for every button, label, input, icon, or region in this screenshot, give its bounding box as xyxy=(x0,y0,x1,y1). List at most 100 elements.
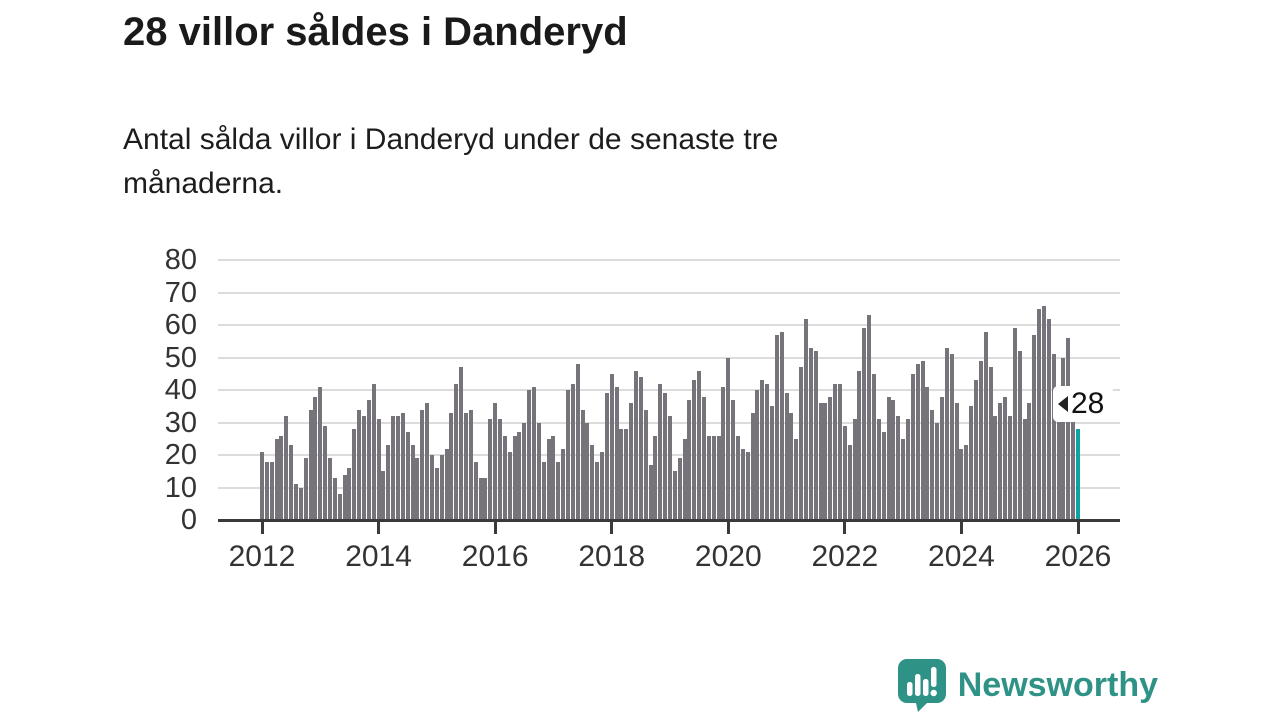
bar xyxy=(813,351,818,520)
bar xyxy=(1051,354,1056,520)
bar xyxy=(575,364,580,520)
bar xyxy=(944,347,949,520)
bar xyxy=(964,445,969,520)
bar xyxy=(386,445,391,520)
bar xyxy=(1022,419,1027,520)
bar xyxy=(347,468,352,520)
bar xyxy=(794,438,799,520)
bar xyxy=(318,386,323,520)
bar xyxy=(852,419,857,520)
bar xyxy=(303,458,308,520)
gridline xyxy=(218,324,1120,326)
bar xyxy=(784,393,789,520)
bar xyxy=(1037,308,1042,520)
bar xyxy=(1008,416,1012,520)
bar xyxy=(1066,338,1071,520)
bar xyxy=(502,435,507,520)
bar xyxy=(706,435,711,520)
bar xyxy=(619,429,624,520)
bar xyxy=(755,390,760,520)
bar xyxy=(294,484,298,520)
bar xyxy=(342,474,347,520)
y-axis-tick-label: 0 xyxy=(180,504,197,536)
bar xyxy=(702,396,706,520)
bar xyxy=(454,383,459,520)
bar xyxy=(891,399,896,520)
bar xyxy=(580,409,585,520)
bar xyxy=(818,403,823,520)
bar xyxy=(298,487,303,520)
bar xyxy=(896,416,901,520)
bar xyxy=(789,412,794,520)
bar xyxy=(808,347,813,520)
bar xyxy=(566,390,570,520)
bar xyxy=(740,448,745,520)
bar xyxy=(745,451,750,520)
bar xyxy=(410,445,415,520)
bar xyxy=(522,422,527,520)
gridline xyxy=(218,259,1120,261)
bar xyxy=(906,419,910,520)
bar xyxy=(323,425,328,520)
bar xyxy=(527,390,532,520)
x-axis-tick xyxy=(260,521,264,534)
chart-subtitle: Antal sålda villor i Danderyd under de s… xyxy=(123,123,779,200)
bar xyxy=(405,432,410,520)
bar xyxy=(828,396,833,520)
brand-name: Newsworthy xyxy=(957,666,1158,704)
x-axis-tick xyxy=(959,521,963,534)
bar xyxy=(532,386,536,520)
bar xyxy=(804,318,808,520)
bar xyxy=(842,425,847,520)
bar xyxy=(998,403,1003,520)
bar xyxy=(867,315,872,520)
bar xyxy=(1061,357,1066,520)
newsworthy-logo-icon xyxy=(897,659,946,712)
page-title: 28 villor såldes i Danderyd xyxy=(123,10,628,54)
bar xyxy=(672,471,677,520)
bar xyxy=(993,416,998,520)
bar xyxy=(498,419,502,520)
bar xyxy=(493,403,498,520)
bar xyxy=(988,367,993,520)
bar xyxy=(833,383,838,520)
x-axis-tick-label: 2020 xyxy=(694,540,762,573)
bar xyxy=(653,435,658,520)
y-axis-tick-label: 50 xyxy=(164,341,197,374)
bar xyxy=(1027,403,1032,520)
bar xyxy=(434,468,439,520)
bar xyxy=(770,406,774,520)
bar xyxy=(1056,386,1061,520)
y-axis-tick-label: 60 xyxy=(164,309,197,341)
bar xyxy=(366,399,371,520)
x-axis-tick-label: 2014 xyxy=(345,540,412,573)
bar xyxy=(595,461,600,520)
bar xyxy=(590,445,595,520)
bar xyxy=(959,448,964,520)
bar xyxy=(1017,351,1022,520)
bar xyxy=(381,471,386,520)
bar xyxy=(274,438,279,520)
bar xyxy=(876,419,881,520)
bar xyxy=(765,383,770,520)
bar xyxy=(556,461,561,520)
bar xyxy=(634,370,638,520)
bar xyxy=(697,370,702,520)
y-axis-tick-label: 80 xyxy=(164,244,197,276)
bar xyxy=(439,455,444,520)
bar xyxy=(711,435,716,520)
bar xyxy=(643,409,648,520)
bar xyxy=(546,438,551,520)
bar xyxy=(585,422,590,520)
gridline xyxy=(218,389,1120,391)
bar xyxy=(264,461,269,520)
bar xyxy=(779,331,784,520)
bar xyxy=(726,357,731,520)
bar xyxy=(430,455,434,520)
bar xyxy=(1012,328,1017,520)
bar xyxy=(954,403,959,520)
bar xyxy=(425,403,430,520)
bar xyxy=(862,328,867,520)
bar xyxy=(716,435,721,520)
